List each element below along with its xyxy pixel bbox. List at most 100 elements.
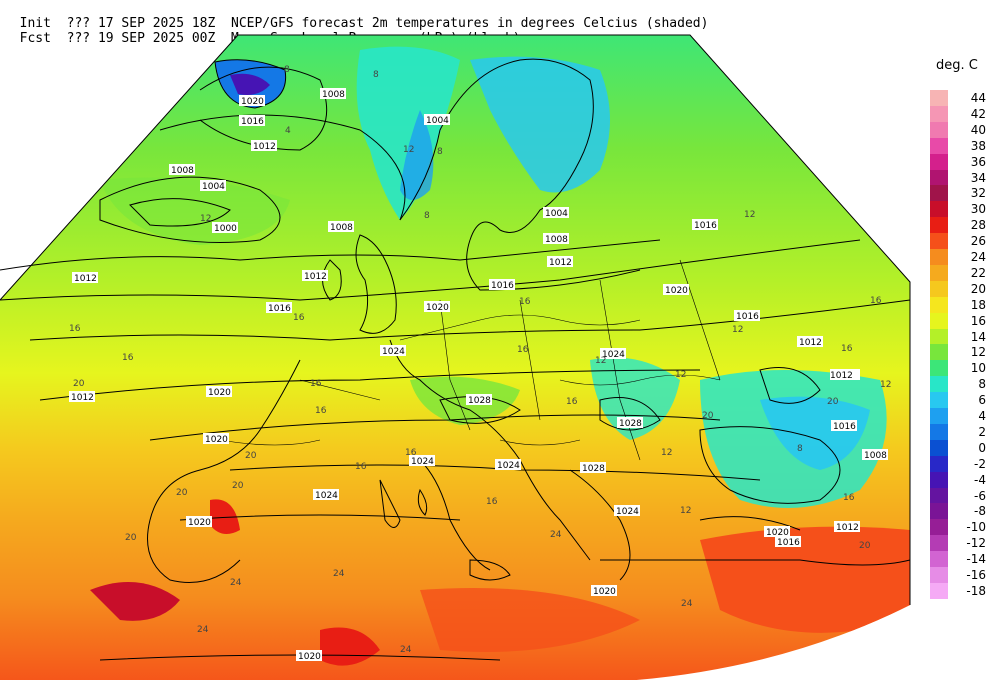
legend-swatch <box>930 217 948 234</box>
init-date: 17 SEP 2025 18Z <box>97 16 216 31</box>
legend-label: 34 <box>970 170 986 185</box>
temp-label: 20 <box>176 488 188 498</box>
isobar-label: 1008 <box>862 449 888 461</box>
legend-label: -10 <box>966 520 986 535</box>
svg-text:1008: 1008 <box>330 223 353 233</box>
legend-label: 10 <box>970 361 986 376</box>
isobar-label: 1000 <box>212 222 238 234</box>
svg-text:1020: 1020 <box>665 286 688 296</box>
legend-swatch <box>930 153 948 170</box>
temp-label: 20 <box>702 411 714 421</box>
temp-label: 24 <box>333 569 345 579</box>
isobar-label: 1020 <box>296 650 322 662</box>
svg-text:1016: 1016 <box>491 281 514 291</box>
isobar-label: 1012 <box>797 336 823 348</box>
legend-swatch <box>930 439 948 456</box>
legend-label: 22 <box>970 265 986 280</box>
isobar-label: 1016 <box>734 310 760 322</box>
temp-label: 20 <box>859 541 871 551</box>
legend-label: 2 <box>978 424 986 439</box>
svg-text:1020: 1020 <box>593 587 616 597</box>
isobar-label: 1016 <box>831 420 857 432</box>
legend-label: 44 <box>970 91 986 105</box>
isobar-label: 1012 <box>251 140 277 152</box>
temp-label: 12 <box>680 506 691 516</box>
svg-text:1012: 1012 <box>836 523 859 533</box>
legend-swatch <box>930 503 948 520</box>
isobar-label: 1024 <box>614 505 640 517</box>
svg-text:1004: 1004 <box>202 182 225 192</box>
svg-text:1020: 1020 <box>766 528 789 538</box>
temp-label: 16 <box>486 497 498 507</box>
legend-swatch <box>930 535 948 552</box>
isobar-label: 1028 <box>466 394 492 406</box>
isobar-label: 1020 <box>591 585 617 597</box>
temp-label: 12 <box>732 325 743 335</box>
temp-label: 20 <box>827 397 839 407</box>
weather-map: 1020 1008 1016 1012 1004 1008 1004 1000 … <box>0 34 911 680</box>
svg-text:1016: 1016 <box>694 221 717 231</box>
svg-text:1024: 1024 <box>497 461 520 471</box>
isobar-label: 1028 <box>580 462 606 474</box>
temp-label: 20 <box>125 533 137 543</box>
temp-label: 16 <box>293 313 305 323</box>
isobar-label: 1016 <box>266 302 292 314</box>
svg-text:1028: 1028 <box>468 396 491 406</box>
legend-swatch <box>930 376 948 393</box>
isobar-label: 1024 <box>600 348 626 360</box>
temp-label: 8 <box>437 147 443 157</box>
legend-swatch <box>930 185 948 202</box>
isobar-label: 1016 <box>775 536 801 548</box>
isobar-label: 1028 <box>617 417 643 429</box>
temp-label: 16 <box>355 462 367 472</box>
temp-label: 16 <box>519 297 531 307</box>
temp-label: 16 <box>405 448 417 458</box>
init-run: ??? <box>66 16 91 31</box>
temp-label: 24 <box>400 645 412 655</box>
svg-text:1024: 1024 <box>616 507 639 517</box>
legend-swatch <box>930 471 948 488</box>
svg-text:1020: 1020 <box>208 388 231 398</box>
svg-text:1008: 1008 <box>171 166 194 176</box>
legend-swatch <box>930 455 948 472</box>
temp-label: 12 <box>595 356 606 366</box>
legend-label: 42 <box>970 106 986 121</box>
svg-text:1012: 1012 <box>830 371 853 381</box>
svg-text:1008: 1008 <box>864 451 887 461</box>
isobar-label: 1016 <box>489 279 515 291</box>
temp-label: 12 <box>403 145 414 155</box>
legend-swatch <box>930 137 948 154</box>
legend-label: -14 <box>966 552 986 567</box>
temp-label: 8 <box>797 444 803 454</box>
temp-label: 16 <box>310 379 322 389</box>
temp-label: 24 <box>197 625 209 635</box>
legend-swatch <box>930 328 948 345</box>
svg-text:1028: 1028 <box>582 464 605 474</box>
temp-label: 16 <box>122 353 134 363</box>
isobar-labels: 1020 1008 1016 1012 1004 1008 1004 1000 … <box>69 88 888 662</box>
legend-swatch <box>930 90 948 106</box>
temperature-field <box>0 35 910 680</box>
temp-label: 16 <box>566 397 578 407</box>
svg-text:1020: 1020 <box>426 303 449 313</box>
temperature-labels: 8 8 12 8 12 4 8 12 16 16 16 16 20 16 16 … <box>69 65 891 655</box>
legend-label: 16 <box>970 313 986 328</box>
isobar-label: 1012 <box>830 369 860 381</box>
svg-text:1024: 1024 <box>411 457 434 467</box>
legend-label: 32 <box>970 186 986 201</box>
svg-text:1012: 1012 <box>549 258 572 268</box>
legend-swatch <box>930 392 948 409</box>
svg-text:1000: 1000 <box>214 224 237 234</box>
svg-text:1008: 1008 <box>545 235 568 245</box>
fcst-run: ??? <box>66 31 91 46</box>
temp-label: 12 <box>661 448 672 458</box>
svg-text:1020: 1020 <box>205 435 228 445</box>
isobar-label: 1020 <box>206 386 232 398</box>
legend-label: -6 <box>974 488 986 503</box>
legend-swatch <box>930 519 948 536</box>
legend-swatch <box>930 121 948 138</box>
legend-unit: deg. C <box>936 58 978 73</box>
temp-label: 12 <box>880 380 891 390</box>
legend-swatch <box>930 264 948 281</box>
isobar-label: 1012 <box>302 270 328 282</box>
